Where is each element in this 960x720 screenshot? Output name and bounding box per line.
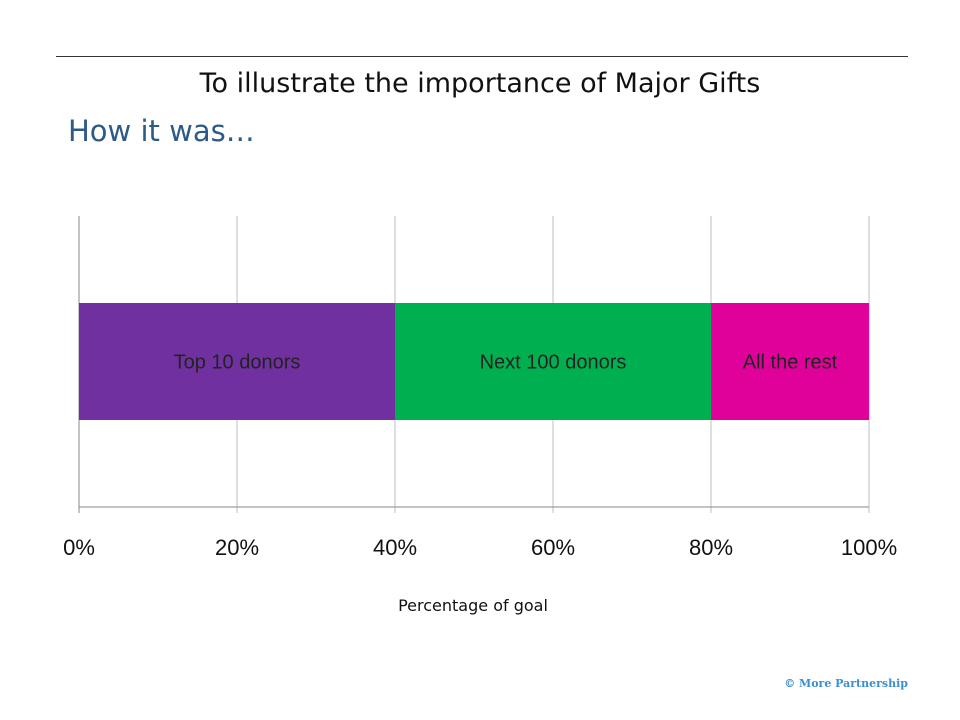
slide-subtitle: How it was… bbox=[68, 114, 255, 148]
bar-segment-label: All the rest bbox=[743, 352, 838, 374]
x-axis-label: Percentage of goal bbox=[398, 596, 548, 615]
slide-title: To illustrate the importance of Major Gi… bbox=[199, 68, 761, 99]
bar-segment bbox=[711, 303, 869, 420]
bar-segment-label: Top 10 donors bbox=[174, 352, 301, 374]
bar-segment-label: Next 100 donors bbox=[480, 352, 627, 374]
x-tick-label: 60% bbox=[531, 535, 575, 560]
x-tick-label: 80% bbox=[689, 535, 733, 560]
bar-segment bbox=[79, 303, 395, 420]
bar-segment bbox=[395, 303, 711, 420]
top-rule bbox=[56, 56, 908, 57]
x-tick-labels: 0% 20% 40% 60% 80% 100% bbox=[63, 535, 897, 560]
copyright-notice: © More Partnership bbox=[784, 677, 908, 690]
x-tick-label: 40% bbox=[373, 535, 417, 560]
x-tick-label: 20% bbox=[215, 535, 259, 560]
x-tick-label: 0% bbox=[63, 535, 95, 560]
x-tick-label: 100% bbox=[841, 535, 897, 560]
bar-segments: Top 10 donors Next 100 donors All the rest bbox=[79, 303, 869, 420]
